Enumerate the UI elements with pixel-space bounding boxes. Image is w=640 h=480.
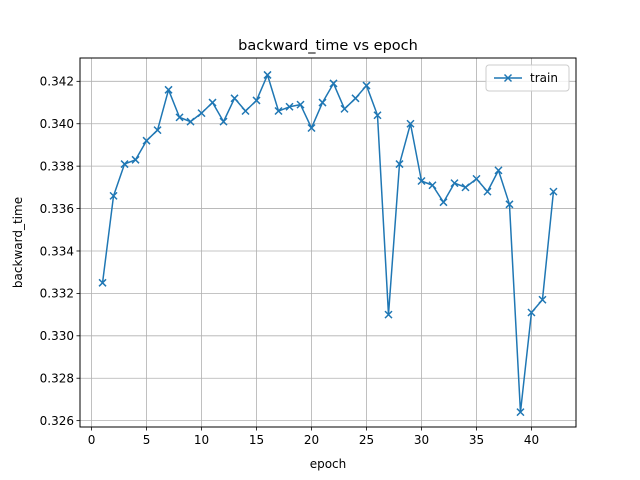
data-point (538, 295, 547, 304)
data-point (131, 155, 140, 164)
y-tick-label: 0.326 (40, 414, 74, 428)
x-tick-label: 25 (359, 433, 374, 447)
data-point (351, 94, 360, 103)
y-tick-label: 0.334 (40, 244, 74, 258)
data-point (241, 106, 250, 116)
y-axis: 0.326 0.328 0.330 0.332 0.334 0.336 0.338 0.340… (40, 75, 80, 428)
data-point (98, 278, 107, 287)
data-point (318, 98, 327, 107)
y-tick-label: 0.338 (40, 159, 74, 173)
chart-title: backward_time vs epoch (238, 38, 418, 54)
x-tick-label: 35 (469, 433, 484, 447)
data-point (406, 119, 415, 128)
data-point (505, 200, 514, 209)
data-point (472, 174, 481, 183)
data-point (494, 166, 503, 175)
data-point (120, 160, 129, 169)
data-point (296, 100, 305, 109)
grid (80, 58, 576, 427)
data-point (549, 187, 558, 196)
data-point (252, 96, 261, 105)
x-tick-label: 10 (194, 433, 209, 447)
y-tick-label: 0.332 (40, 287, 74, 301)
data-point (461, 183, 470, 192)
data-point (208, 98, 217, 107)
data-point (527, 308, 536, 317)
data-point (417, 176, 426, 186)
data-point (109, 191, 118, 200)
x-tick-label: 30 (414, 433, 429, 447)
data-point (340, 104, 349, 113)
data-point (428, 181, 437, 190)
y-tick-label: 0.336 (40, 202, 74, 216)
x-tick-label: 5 (143, 433, 151, 447)
data-point (219, 117, 228, 126)
data-point (307, 123, 316, 133)
data-point (285, 102, 294, 111)
series-layer (98, 70, 558, 417)
x-tick-label: 15 (249, 433, 264, 447)
x-axis-label: epoch (310, 457, 347, 471)
x-tick-label: 40 (524, 433, 539, 447)
legend-label-train: train (530, 71, 558, 85)
data-point (274, 106, 283, 116)
x-tick-label: 0 (88, 433, 96, 447)
y-tick-label: 0.330 (40, 329, 74, 343)
plot-area (80, 58, 576, 427)
x-axis: 0 5 10 15 20 25 30 35 40 (88, 427, 539, 447)
data-point (263, 70, 272, 79)
legend-box (485, 64, 570, 92)
data-point (164, 85, 173, 94)
x-tick-label: 20 (304, 433, 319, 447)
y-tick-label: 0.340 (40, 117, 74, 131)
data-point (516, 408, 525, 417)
data-point (142, 136, 151, 145)
y-tick-label: 0.328 (40, 372, 74, 386)
legend: train (485, 64, 570, 92)
data-point (384, 310, 393, 319)
data-point (186, 117, 195, 126)
data-point (483, 187, 492, 196)
y-tick-label: 0.342 (40, 75, 74, 89)
legend-marker-train (503, 73, 513, 83)
data-point (395, 160, 404, 169)
data-point (362, 81, 371, 90)
data-point (153, 126, 162, 135)
data-point (175, 113, 184, 122)
data-point (197, 109, 206, 118)
data-point (329, 79, 338, 88)
data-point (450, 179, 459, 188)
data-point (373, 111, 382, 120)
plot-frame (79, 57, 577, 428)
y-axis-label: backward_time (11, 197, 25, 288)
data-point (439, 198, 448, 207)
data-point (230, 94, 239, 103)
